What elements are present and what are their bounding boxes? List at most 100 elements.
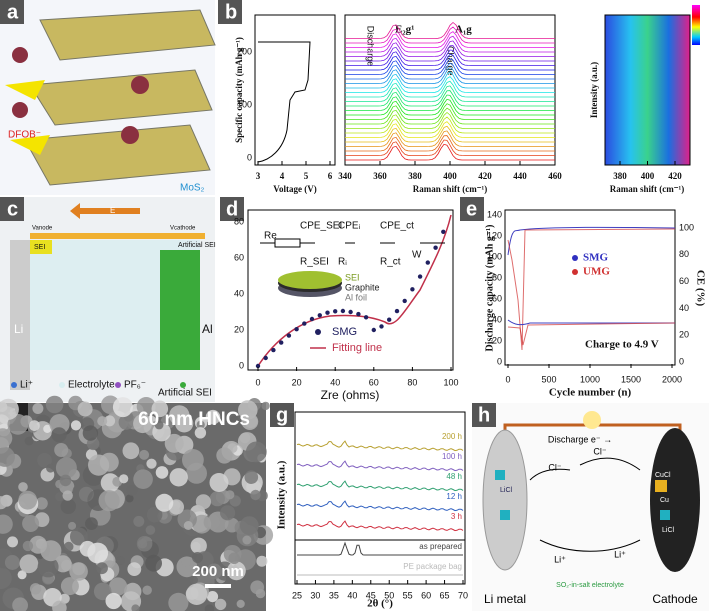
particle [18, 482, 28, 492]
y-tick-label: 60 [492, 293, 502, 303]
particle [98, 490, 120, 512]
layer-label: MoS₂ [180, 183, 205, 194]
raman-line [345, 94, 555, 111]
sei-label: SEI [34, 244, 45, 251]
molecule [12, 102, 28, 118]
layer [29, 69, 213, 126]
raman-line [345, 107, 555, 125]
circuit-bar [30, 233, 205, 239]
raman-line [345, 62, 555, 80]
mos2-layers [5, 9, 216, 186]
x-tick-label: 0 [505, 374, 510, 384]
particle [68, 521, 77, 530]
particle [183, 521, 193, 530]
panel-label: g [276, 404, 288, 426]
particle [151, 400, 169, 418]
species-label: LiCl [662, 527, 675, 534]
particle [60, 498, 76, 514]
x-tick-label: 50 [384, 590, 394, 600]
circuit-labels: Re CPE_SEI R_SEI CPEᵢ Rᵢ CPE_ct R_ct W SEIGraphi… [264, 221, 422, 354]
y-tick-label: 120 [487, 230, 502, 240]
point [363, 315, 369, 320]
panel-label: a [7, 1, 19, 23]
axis-frame [247, 209, 454, 371]
particle [54, 555, 72, 573]
particle [192, 552, 203, 563]
particle [122, 442, 140, 460]
sei-label: Artificial SEI [178, 242, 216, 249]
legend-entry: Electrolyte [68, 380, 115, 391]
ce-line [507, 228, 676, 351]
particle [142, 585, 152, 595]
legend-entry: Artificial SEI [158, 388, 212, 399]
y-tick-label: 140 [487, 209, 502, 219]
label-box [460, 197, 484, 221]
legend-entry: Fitting line [332, 342, 382, 354]
particle [168, 592, 189, 611]
particle [155, 466, 169, 479]
particle [40, 540, 62, 562]
particle [227, 561, 246, 581]
label-box [472, 403, 496, 427]
raman-line [345, 85, 555, 102]
raman-line [345, 53, 555, 71]
particle [85, 517, 98, 530]
particle [256, 555, 268, 567]
circuit-label: W [412, 250, 422, 261]
particle [82, 425, 99, 441]
x-tick-label: 360 [373, 171, 387, 181]
cap-line [507, 322, 676, 346]
potential: Vcathode [170, 226, 196, 232]
cell-label: Cl⁻ [593, 446, 606, 456]
curve-label: 3 h [451, 512, 462, 521]
particle [236, 599, 245, 609]
x-label: Voltage (V) [273, 184, 316, 194]
particle [244, 470, 259, 485]
particle [131, 604, 140, 611]
x-tick-label: 340 [338, 171, 352, 181]
arrow [5, 80, 45, 100]
particle [46, 463, 55, 473]
y-tick-label: 0 [497, 356, 502, 366]
point [325, 310, 330, 315]
scale-bar [205, 584, 231, 588]
legend-entry: SMG [332, 326, 357, 338]
legend-marker [315, 329, 321, 335]
particle [79, 540, 96, 557]
particle [181, 557, 191, 567]
y-label: Intensity (a.u.) [589, 62, 599, 118]
cell-label: Li⁺ [554, 554, 566, 564]
bulb [583, 411, 601, 429]
particle [55, 457, 77, 479]
particle [206, 591, 219, 603]
legend-icon [115, 382, 121, 388]
y-tick-label: 60 [679, 276, 689, 286]
raman-line [345, 26, 555, 44]
particle [145, 525, 156, 535]
x-tick-label: 1000 [580, 374, 600, 384]
particle [126, 484, 138, 496]
point [317, 313, 322, 318]
axis-frame [254, 14, 336, 166]
particle [0, 398, 19, 420]
point [425, 260, 430, 265]
raman-line [345, 103, 555, 120]
licl [660, 510, 670, 520]
sei-box [30, 240, 52, 254]
voltage-curve [257, 41, 311, 163]
xrd-line [296, 520, 464, 532]
y-tick-label: 100 [487, 251, 502, 261]
raman-line [345, 45, 555, 62]
b-charge: Charge [446, 46, 456, 76]
particle [119, 474, 129, 484]
legend-entry: SMG [583, 252, 609, 264]
particle [43, 424, 52, 433]
particle [136, 397, 156, 416]
curve-label: as prepared [419, 542, 462, 551]
panel-label: b [225, 1, 237, 23]
point [379, 324, 384, 329]
particle [127, 562, 142, 576]
x-tick-label: 70 [458, 590, 468, 600]
particle [245, 441, 267, 463]
